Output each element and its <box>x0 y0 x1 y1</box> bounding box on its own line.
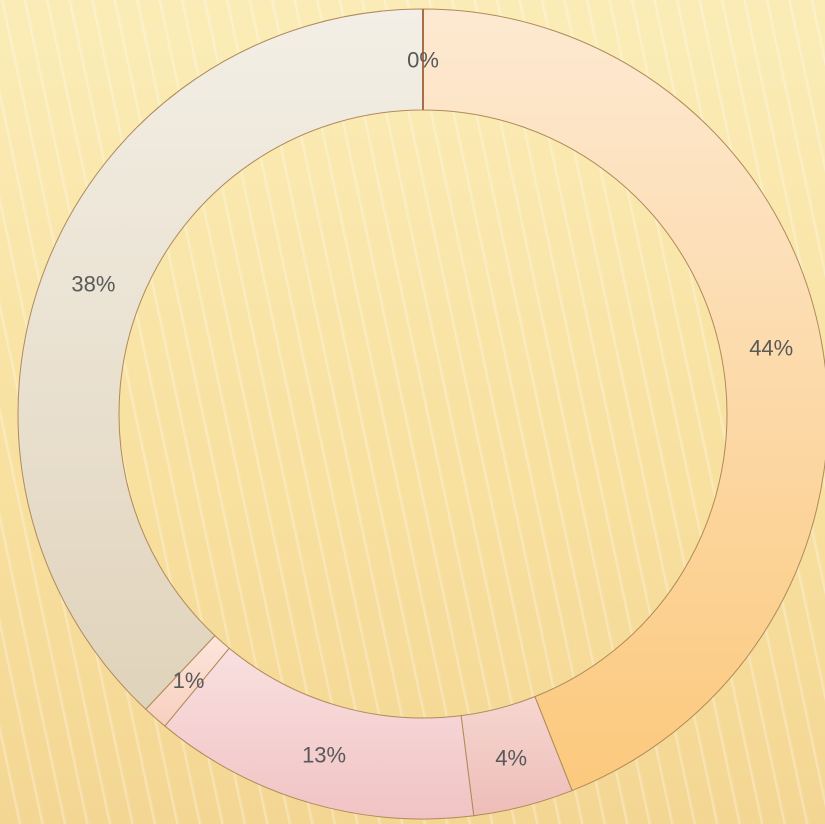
labels-group: 44% 4% 13% 1% 38% 0% <box>71 48 793 771</box>
data-label-6: 0% <box>407 48 439 73</box>
data-label-1: 44% <box>749 336 793 361</box>
data-label-5: 38% <box>71 271 115 296</box>
data-label-2: 4% <box>495 745 527 770</box>
data-label-4: 1% <box>173 668 205 693</box>
donut-slice-5 <box>17 8 424 710</box>
donut-slice-3 <box>164 647 475 820</box>
data-label-3: 13% <box>302 742 346 767</box>
slices-group <box>17 8 825 820</box>
donut-slice-1 <box>422 8 825 792</box>
